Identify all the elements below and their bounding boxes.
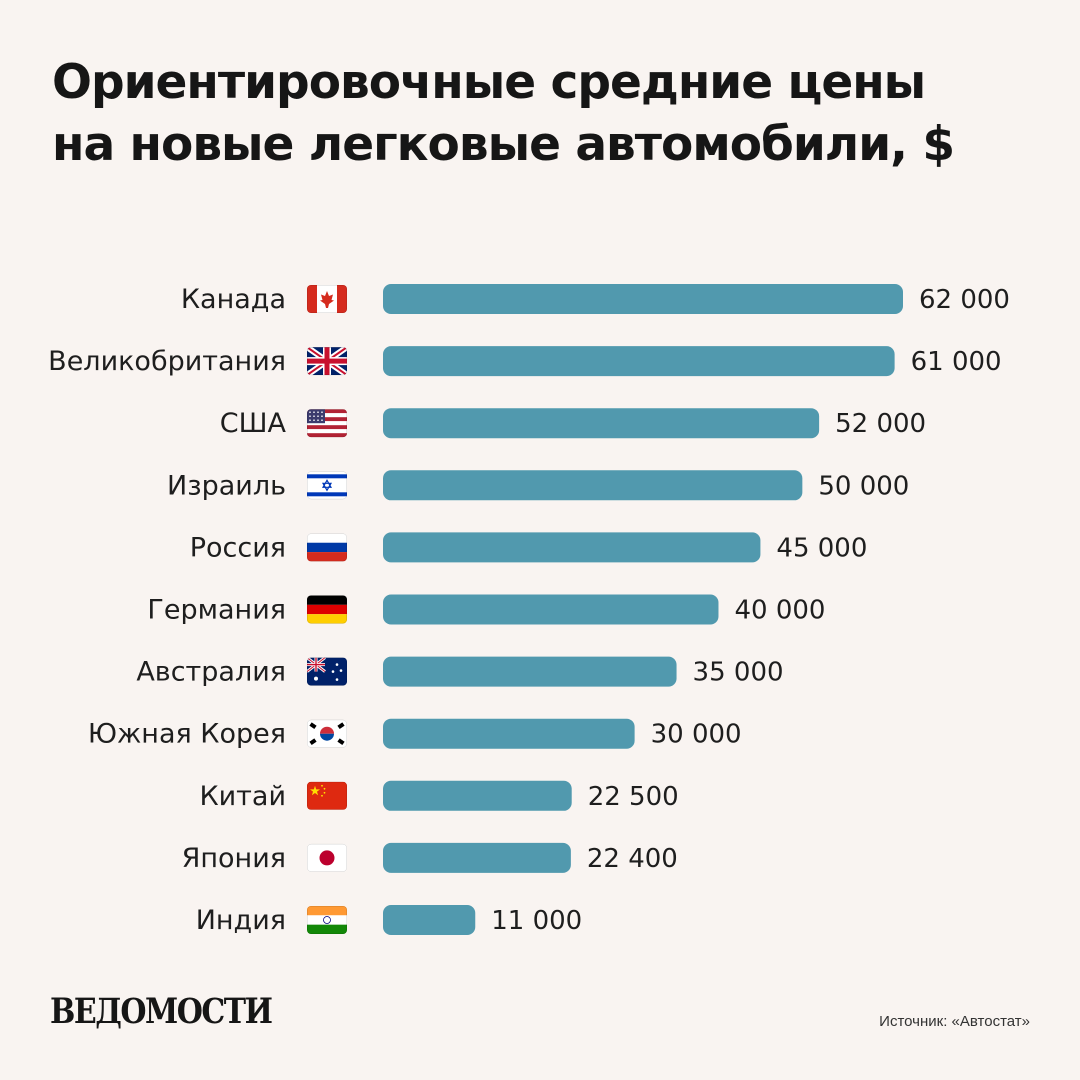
germany-flag-icon <box>307 595 347 624</box>
value-label: 40 000 <box>734 596 825 626</box>
bar <box>383 408 820 439</box>
value-label: 35 000 <box>693 658 784 688</box>
country-label: Индия <box>196 905 286 936</box>
uk-flag-icon <box>307 347 347 376</box>
country-label: Израиль <box>167 470 286 501</box>
japan-flag-icon <box>307 843 347 872</box>
bar <box>383 718 635 749</box>
value-label: 52 000 <box>835 409 926 439</box>
country-label: Япония <box>182 843 286 874</box>
value-label: 30 000 <box>651 720 742 750</box>
value-label: 22 400 <box>587 844 678 874</box>
country-label: Великобритания <box>48 346 286 377</box>
china-flag-icon <box>307 781 347 810</box>
source-note: Источник: «Автостат» <box>879 1013 1030 1030</box>
chart-title: Ориентировочные средние цены на новые ле… <box>52 52 1032 176</box>
russia-flag-icon <box>307 533 347 562</box>
country-label: США <box>220 408 287 439</box>
country-label: Китай <box>199 781 286 812</box>
bar <box>383 532 761 563</box>
bar <box>383 346 895 377</box>
israel-flag-icon <box>307 471 347 500</box>
value-label: 61 000 <box>911 347 1002 377</box>
value-label: 11 000 <box>491 906 582 936</box>
bar <box>383 905 476 935</box>
south-korea-flag-icon <box>307 719 347 748</box>
india-flag-icon <box>307 906 347 934</box>
value-label: 62 000 <box>919 285 1010 315</box>
value-label: 45 000 <box>776 533 867 563</box>
canada-flag-icon <box>307 285 347 313</box>
country-label: Канада <box>181 284 286 315</box>
bar <box>383 470 803 501</box>
bar <box>383 780 572 811</box>
chart-title-line-2: на новые легковые автомобили, $ <box>52 117 955 172</box>
australia-flag-icon <box>307 657 347 686</box>
vedomosti-logo: ВЕДОМОСТИ <box>50 992 273 1033</box>
usa-flag-icon <box>307 409 347 438</box>
bar <box>383 656 677 687</box>
chart-title-line-1: Ориентировочные средние цены <box>52 55 926 110</box>
country-label: Южная Корея <box>88 719 286 750</box>
bar <box>383 284 903 314</box>
bar <box>383 842 571 873</box>
value-label: 50 000 <box>818 471 909 501</box>
value-label: 22 500 <box>588 782 679 812</box>
bar <box>383 594 719 625</box>
country-label: Россия <box>190 532 286 563</box>
country-label: Германия <box>147 595 286 626</box>
country-label: Австралия <box>136 657 286 688</box>
